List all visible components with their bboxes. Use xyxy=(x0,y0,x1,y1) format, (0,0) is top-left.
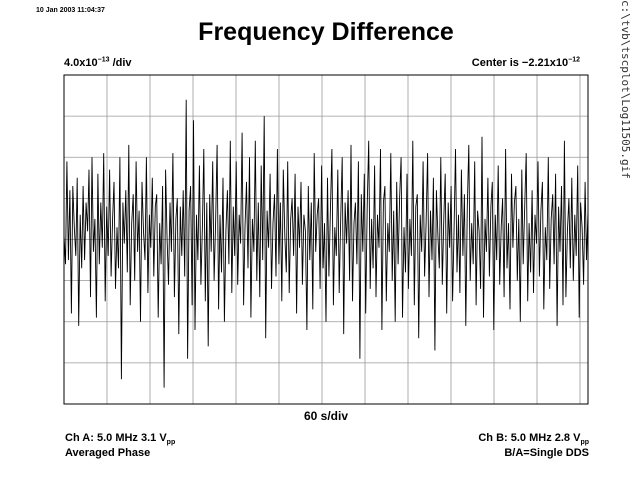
center-value-label: Center is −2.21x10−12 xyxy=(471,56,580,69)
chart-title: Frequency Difference xyxy=(198,18,454,46)
x-axis-label: 60 s/div xyxy=(303,409,349,423)
series-line xyxy=(63,99,589,388)
grid xyxy=(64,75,588,404)
footer-channel-b: Ch B: 5.0 MHz 2.8 Vpp B/A=Single DDS xyxy=(478,431,589,461)
y-scale-label: 4.0x10−13 /div xyxy=(64,56,132,69)
footer-channel-a: Ch A: 5.0 MHz 3.1 Vpp Averaged Phase xyxy=(65,431,175,461)
y-scale-unit: /div xyxy=(109,57,132,69)
ch-a-line1: Ch A: 5.0 MHz 3.1 Vpp xyxy=(65,431,175,446)
ch-b-sub: pp xyxy=(580,439,589,447)
ch-a-line2: Averaged Phase xyxy=(65,447,151,459)
center-exponent: −12 xyxy=(568,56,580,64)
timestamp: 10 Jan 2003 11:04:37 xyxy=(36,7,105,14)
y-scale-exponent: −13 xyxy=(97,56,110,64)
y-scale-mantissa: 4.0x10 xyxy=(64,57,98,69)
file-path-label: c:\tvb\tscplot\Log11505.gif xyxy=(619,0,632,179)
ch-a-prefix: Ch A: 5.0 MHz 3.1 V xyxy=(65,432,167,444)
center-prefix: Center is −2.21x10 xyxy=(471,57,569,69)
ch-a-sub: pp xyxy=(166,439,176,447)
ch-b-line1: Ch B: 5.0 MHz 2.8 Vpp xyxy=(478,431,589,446)
ch-b-prefix: Ch B: 5.0 MHz 2.8 V xyxy=(478,432,581,444)
ch-b-line2: B/A=Single DDS xyxy=(504,447,589,459)
